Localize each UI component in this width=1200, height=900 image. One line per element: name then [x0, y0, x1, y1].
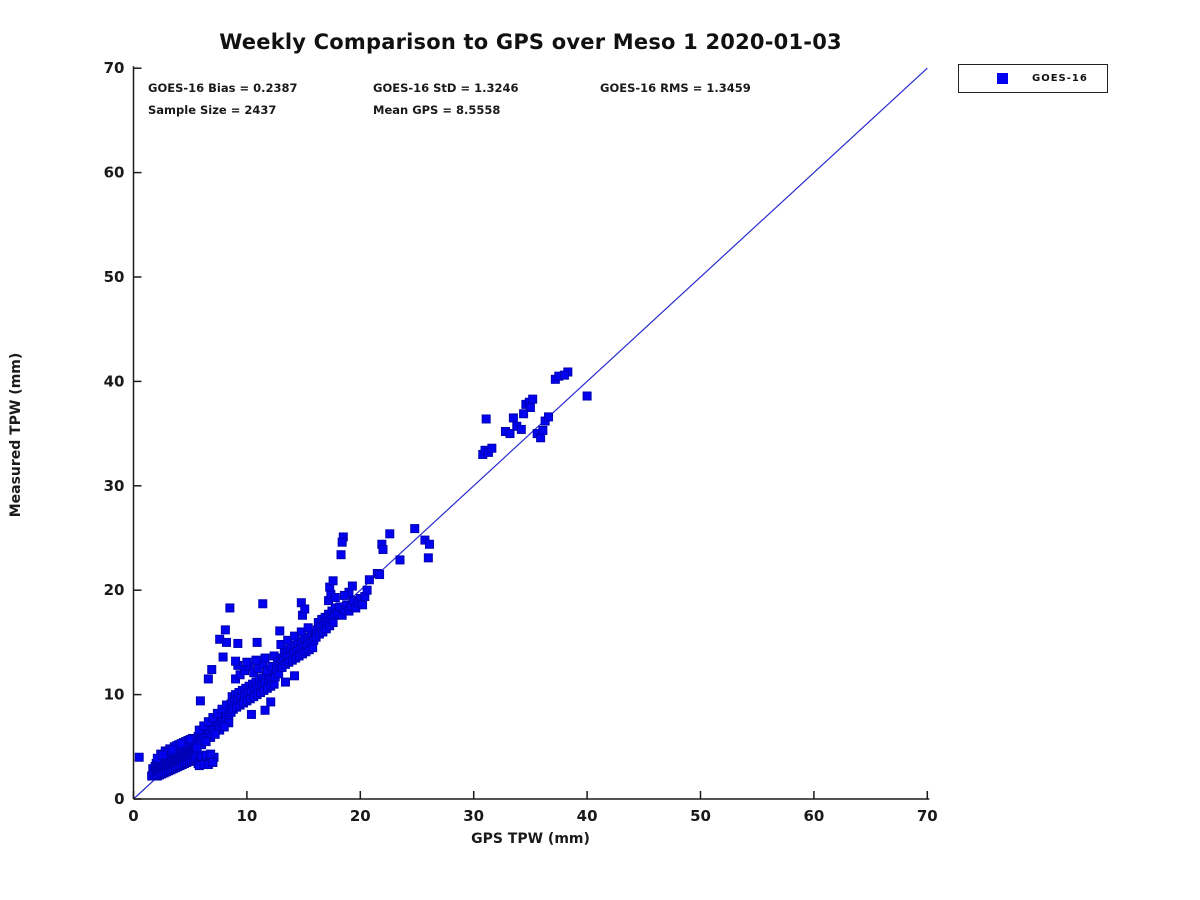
scatter-point [544, 412, 554, 422]
x-axis-label: GPS TPW (mm) [471, 831, 590, 847]
scatter-point [220, 625, 230, 635]
scatter-point [225, 603, 235, 613]
scatter-point [206, 749, 216, 759]
scatter-point [269, 679, 279, 689]
legend-marker-square-icon [997, 73, 1008, 84]
scatter-point [375, 570, 385, 580]
scatter-point [280, 677, 290, 687]
scatter-point [233, 638, 243, 648]
y-tick-label: 10 [104, 686, 125, 704]
scatter-point [339, 590, 349, 600]
scatter-point [328, 576, 338, 586]
y-tick-label: 30 [104, 477, 125, 495]
scatter-point [303, 623, 313, 633]
scatter-point [516, 424, 526, 434]
scatter-point [246, 709, 256, 719]
scatter-point [192, 743, 202, 753]
scatter-point [487, 443, 497, 453]
stat-rms: GOES-16 RMS = 1.3459 [600, 81, 751, 95]
scatter-point [423, 553, 433, 563]
scatter-point [203, 674, 213, 684]
scatter-point [582, 391, 592, 401]
scatter-point [525, 403, 535, 412]
scatter-point [201, 737, 211, 747]
scatter-point [210, 729, 220, 739]
scatter-point [219, 722, 229, 732]
scatter-point [424, 539, 434, 549]
scatter-point [266, 697, 276, 707]
x-tick-label: 20 [350, 807, 371, 825]
x-tick-label: 70 [917, 807, 938, 825]
x-tick-label: 10 [236, 807, 257, 825]
x-tick-label: 0 [128, 807, 138, 825]
legend-label: GOES-16 [1032, 73, 1088, 84]
x-tick-label: 50 [690, 807, 711, 825]
scatter-point [260, 653, 270, 663]
scatter-point [158, 750, 168, 760]
scatter-point [536, 433, 546, 443]
scatter-point [385, 529, 395, 539]
x-tick-label: 60 [803, 807, 824, 825]
scatter-point [481, 414, 491, 424]
scatter-point [336, 550, 346, 560]
scatter-point [260, 705, 270, 715]
y-tick-label: 0 [114, 790, 124, 808]
scatter-point [308, 643, 318, 653]
scatter-point [508, 413, 518, 423]
scatter-point [258, 599, 268, 609]
scatter-point [275, 626, 285, 636]
y-axis-label: Measured TPW (mm) [8, 352, 24, 518]
scatter-point [337, 537, 347, 547]
scatter-point [378, 544, 388, 554]
scatter-point [231, 656, 241, 666]
scatter-point [362, 585, 372, 595]
legend-box: GOES-16 [958, 64, 1108, 93]
stat-mean-gps: Mean GPS = 8.5558 [373, 103, 501, 117]
scatter-point [208, 757, 218, 767]
chart-title: Weekly Comparison to GPS over Meso 1 202… [219, 30, 842, 54]
scatter-point [538, 425, 548, 435]
scatter-point [519, 409, 529, 419]
x-tick-label: 40 [577, 807, 598, 825]
stat-bias: GOES-16 Bias = 0.2387 [148, 81, 298, 95]
scatter-point [347, 581, 357, 591]
scatter-point [251, 655, 261, 665]
scatter-point [528, 394, 538, 404]
y-tick-label: 60 [104, 164, 125, 182]
stat-std: GOES-16 StD = 1.3246 [373, 81, 519, 95]
scatter-point [252, 637, 262, 647]
scatter-point [134, 752, 144, 762]
scatter-point [167, 745, 177, 755]
scatter-point [207, 665, 217, 675]
y-tick-label: 50 [104, 268, 125, 286]
scatter-point [559, 370, 569, 380]
scatter-point [242, 657, 252, 667]
x-tick-label: 30 [463, 807, 484, 825]
y-tick-label: 20 [104, 581, 125, 599]
scatter-point [364, 575, 374, 585]
stat-sample-size: Sample Size = 2437 [148, 103, 277, 117]
scatter-point [505, 429, 515, 439]
scatter-point [176, 739, 186, 749]
scatter-point [218, 652, 228, 662]
scatter-point [358, 600, 368, 610]
y-tick-label: 70 [104, 59, 125, 77]
scatter-point [221, 637, 231, 647]
scatter-point [330, 593, 340, 603]
scatter-point [290, 671, 300, 681]
scatter-point [395, 555, 405, 565]
scatter-point [195, 696, 205, 706]
scatter-point [300, 604, 310, 614]
scatter-point [410, 524, 420, 534]
scatter-point [328, 618, 338, 628]
y-tick-label: 40 [104, 372, 125, 390]
